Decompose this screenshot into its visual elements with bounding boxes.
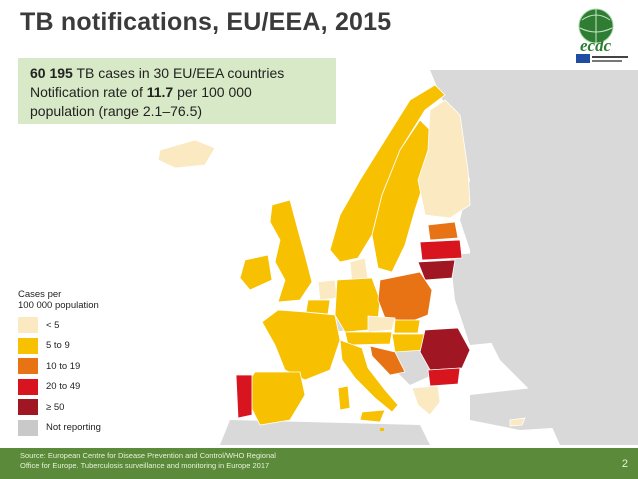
russia-east-land [430, 70, 638, 445]
legend-label: < 5 [46, 319, 60, 331]
rate-value: 11.7 [146, 84, 174, 100]
belarus-ukraine-land [450, 250, 540, 345]
globe-icon [576, 8, 628, 63]
portugal [235, 374, 253, 419]
bulgaria [427, 367, 461, 387]
legend-title-line-2: 100 000 population [18, 300, 99, 311]
legend-label: 20 to 49 [46, 381, 81, 393]
legend-item: Not reporting [18, 418, 101, 439]
source-line-2: Office for Europe. Tuberculosis surveill… [20, 461, 270, 470]
logo-text: ecdc [580, 36, 612, 55]
slovakia [393, 319, 421, 334]
rate-suffix: per 100 000 [173, 84, 252, 100]
footer-bar: Source: European Centre for Disease Prev… [0, 448, 638, 479]
sicily [359, 409, 386, 423]
legend-item: 20 to 49 [18, 377, 101, 398]
cases-text: TB cases in 30 EU/EEA countries [72, 65, 285, 81]
legend-label: 5 to 9 [46, 340, 70, 352]
summary-line-1: 60 195 TB cases in 30 EU/EEA countries [30, 64, 324, 83]
summary-line-3: population (range 2.1–76.5) [30, 103, 203, 119]
legend-item: < 5 [18, 315, 101, 336]
source-line-1: Source: European Centre for Disease Prev… [20, 451, 276, 460]
italy [339, 339, 399, 413]
rate-prefix: Notification rate of [30, 84, 147, 100]
ecdc-logo: ecdc [562, 6, 632, 66]
iceland [157, 139, 216, 169]
summary-box: 60 195 TB cases in 30 EU/EEA countries N… [18, 58, 336, 124]
romania [419, 327, 471, 371]
netherlands [317, 279, 338, 301]
norway [329, 84, 446, 263]
map-legend: Cases per 100 000 population < 5 5 to 9 10… [18, 289, 101, 438]
legend-item: ≥ 50 [18, 397, 101, 418]
czechia [367, 315, 396, 333]
legend-swatch [18, 337, 38, 354]
legend-label: ≥ 50 [46, 401, 65, 413]
legend-swatch [18, 378, 38, 395]
latvia [419, 239, 463, 261]
united-kingdom [269, 199, 313, 303]
legend-item: 5 to 9 [18, 336, 101, 357]
spain [247, 371, 306, 426]
legend-label: Not reporting [46, 422, 101, 434]
summary-line-2: Notification rate of 11.7 per 100 000 [30, 83, 324, 102]
legend-item: 10 to 19 [18, 356, 101, 377]
belgium [305, 299, 331, 315]
slovenia-croatia [369, 345, 406, 376]
cases-number: 60 195 [30, 65, 73, 81]
legend-swatch [18, 358, 38, 375]
poland [377, 271, 433, 323]
hungary [391, 333, 426, 353]
sardinia [337, 385, 351, 411]
europe-map [0, 60, 638, 445]
estonia [427, 221, 459, 241]
north-africa-land [220, 420, 430, 445]
legend-title-line-1: Cases per [18, 289, 62, 300]
austria [344, 331, 393, 346]
page-number: 2 [621, 458, 628, 470]
finland [417, 99, 471, 219]
legend-label: 10 to 19 [46, 360, 81, 372]
ireland [239, 254, 273, 291]
map-svg [157, 70, 638, 445]
cyprus [509, 417, 526, 427]
slide-title: TB notifications, EU/EEA, 2015 [20, 8, 392, 36]
legend-swatch [18, 317, 38, 334]
source-citation: Source: European Centre for Disease Prev… [20, 451, 276, 471]
lithuania [417, 259, 456, 281]
greece [411, 385, 441, 416]
legend-swatch [18, 399, 38, 416]
legend-swatch [18, 419, 38, 436]
legend-title: Cases per 100 000 population [18, 289, 101, 311]
malta [380, 428, 384, 431]
legend-rows: < 5 5 to 9 10 to 19 20 to 49 ≥ 50 Not reporti… [18, 315, 101, 438]
france [261, 309, 341, 381]
turkey-land [470, 385, 610, 430]
